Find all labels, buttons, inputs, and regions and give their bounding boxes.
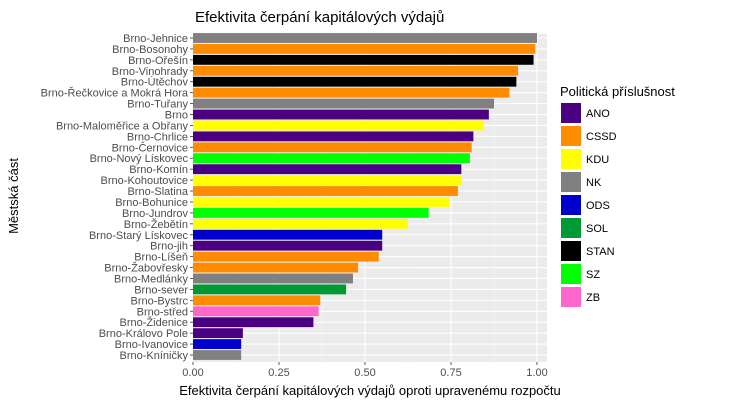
legend-label: CSSD (586, 131, 617, 143)
y-tick-label: Brno-Medlánky (114, 273, 188, 285)
bar (193, 175, 462, 186)
bar (193, 65, 519, 76)
legend-key (561, 241, 581, 261)
y-tick-label: Brno-Vinohrady (112, 66, 189, 78)
y-tick-label: Brno-Žebětín (124, 218, 188, 231)
y-tick-label: Brno-Chrlice (127, 131, 188, 143)
y-tick-label: Brno-Černovice (112, 141, 188, 154)
y-tick-label: Brno-Útěchov (121, 76, 189, 89)
legend: Politická příslušnost ANO CSSD KDU NK ODS SOL… (560, 84, 675, 307)
bar (193, 240, 383, 251)
y-tick-label: Brno-Bohunice (115, 197, 188, 209)
y-tick-label: Brno-Líšeň (134, 252, 188, 264)
bar (193, 317, 314, 328)
bar (193, 207, 429, 218)
bar (193, 273, 353, 284)
y-axis-ticks: Brno-JehniceBrno-BosonohyBrno-OřešínBrno… (41, 33, 193, 362)
bar (193, 164, 462, 175)
bar (193, 350, 242, 360)
y-tick-label: Brno-Bystrc (131, 295, 189, 307)
bar (193, 131, 474, 142)
y-tick-label: Brno-Slatina (127, 186, 188, 198)
legend-key (561, 126, 581, 146)
bar (193, 54, 534, 65)
x-tick-label: 0.75 (440, 367, 461, 379)
legend-key (561, 149, 581, 169)
x-tick-label: 1.00 (526, 367, 547, 379)
y-tick-label: Brno-Kohoutovice (101, 175, 188, 187)
legend-key (561, 218, 581, 238)
y-tick-label: Brno-střed (137, 306, 188, 318)
y-tick-label: Brno-Ořešín (128, 55, 188, 67)
bar (193, 98, 494, 109)
bar (193, 328, 243, 339)
legend-label: ZB (586, 292, 600, 304)
y-tick-label: Brno-Maloměřice a Obřany (56, 120, 189, 132)
legend-title: Politická příslušnost (560, 84, 675, 99)
y-tick-label: Brno-Kníničky (120, 350, 189, 362)
bar (193, 186, 458, 196)
y-tick-label: Brno-Jehnice (123, 33, 188, 45)
y-tick-label: Brno-Královo Pole (99, 328, 188, 340)
y-tick-label: Brno (165, 110, 188, 122)
x-axis-ticks: 0.00 0.25 0.50 0.75 1.00 (182, 362, 548, 379)
bar (193, 251, 379, 262)
bar (193, 197, 450, 207)
legend-label: ODS (586, 200, 610, 212)
y-tick-label: Brno-Nový Lískovec (90, 153, 189, 165)
y-tick-label: Brno-Starý Lískovec (89, 230, 189, 242)
legend-label: NK (586, 177, 602, 189)
y-tick-label: Brno-Tuřany (127, 99, 188, 111)
y-tick-label: Brno-sever (134, 284, 188, 296)
bar (193, 87, 510, 98)
y-tick-label: Brno-Ivanovice (115, 339, 188, 351)
x-tick-label: 0.00 (182, 367, 203, 379)
bar (193, 142, 472, 153)
y-tick-label: Brno-Jundrov (122, 208, 189, 220)
bar (193, 262, 359, 273)
y-tick-label: Brno-Žabovřesky (104, 262, 188, 275)
legend-label: STAN (586, 246, 615, 258)
bar (193, 109, 489, 120)
bar (193, 339, 242, 349)
bar (193, 153, 470, 164)
bar (193, 33, 537, 43)
bar (193, 218, 408, 229)
y-tick-label: Brno-Židenice (120, 316, 188, 329)
chart-title: Efektivita čerpání kapitálových výdajů (195, 9, 444, 26)
legend-label: SZ (586, 269, 600, 281)
legend-label: ANO (586, 108, 610, 120)
y-axis-title: Městská část (6, 158, 21, 234)
legend-key (561, 264, 581, 284)
legend-label: SOL (586, 223, 608, 235)
legend-label: KDU (586, 154, 609, 166)
bars (193, 33, 537, 360)
y-tick-label: Brno-jih (150, 241, 188, 253)
legend-key (561, 103, 581, 123)
bar (193, 120, 484, 131)
bar (193, 295, 321, 306)
x-tick-label: 0.50 (354, 367, 375, 379)
legend-key (561, 195, 581, 215)
y-tick-label: Brno-Řečkovice a Mokrá Hora (41, 87, 189, 100)
x-tick-label: 0.25 (268, 367, 289, 379)
bar (193, 76, 517, 87)
bar (193, 284, 347, 295)
legend-key (561, 287, 581, 307)
bar (193, 44, 536, 54)
bar (193, 229, 383, 240)
bar (193, 306, 319, 317)
y-tick-label: Brno-Bosonohy (112, 44, 188, 56)
y-tick-label: Brno-Komín (129, 164, 188, 176)
x-axis-title: Efektivita čerpání kapitálových výdajů o… (179, 383, 561, 398)
legend-key (561, 172, 581, 192)
